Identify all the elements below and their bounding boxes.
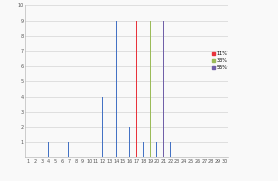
Legend: 11%, 33%, 55%: 11%, 33%, 55% [212, 50, 228, 70]
Bar [136, 112, 137, 157]
Bar [163, 21, 164, 157]
Bar [170, 142, 171, 157]
Bar [116, 21, 117, 157]
Bar [102, 97, 103, 157]
Bar [136, 21, 137, 157]
Bar [150, 127, 151, 157]
Bar [48, 142, 49, 157]
Bar [68, 142, 70, 157]
Bar [143, 142, 144, 157]
Bar [150, 21, 151, 157]
Bar [129, 127, 130, 157]
